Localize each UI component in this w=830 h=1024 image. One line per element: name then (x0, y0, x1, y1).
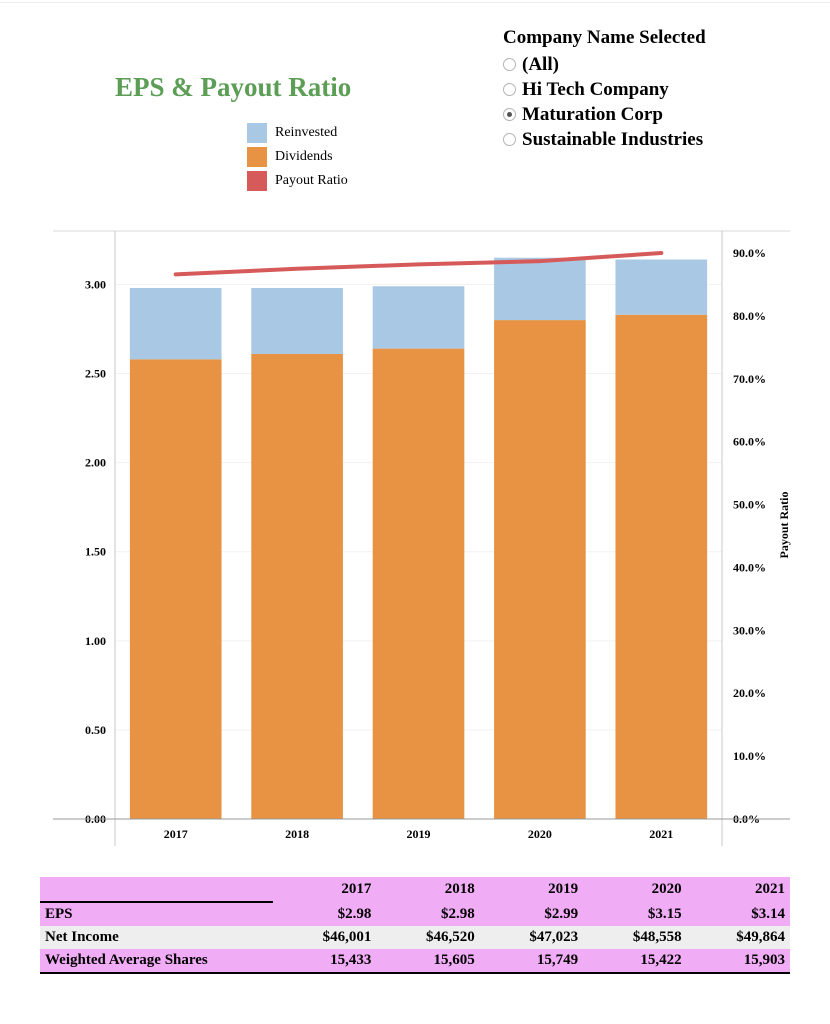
bar-dividends (615, 314, 708, 819)
x-tick-label: 2019 (407, 827, 431, 841)
filter-title: Company Name Selected (503, 27, 706, 48)
legend-swatch-dividends (247, 147, 267, 167)
summary-table: 2017 2018 2019 2020 2021 EPS $2.98 $2.98… (40, 877, 790, 974)
table-cell: $46,520 (426, 929, 475, 945)
bar-dividends (372, 348, 465, 819)
filter-option-hi-tech-company[interactable]: Hi Tech Company (503, 77, 706, 102)
y-tick-label: 1.50 (85, 545, 106, 559)
table-cell: $3.14 (751, 905, 785, 922)
x-tick-label: 2017 (164, 827, 188, 841)
bar-reinvested (494, 257, 586, 321)
table-row-net-income: Net Income $46,001 $46,520 $47,023 $48,5… (40, 926, 790, 949)
legend-label: Dividends (275, 149, 333, 164)
y2-tick-label: 40.0% (733, 560, 766, 574)
filter-option-label: Hi Tech Company (522, 78, 669, 100)
table-header-cell (40, 877, 273, 902)
chart-title: EPS & Payout Ratio (115, 72, 352, 102)
legend-label: Payout Ratio (275, 173, 348, 188)
top-divider (0, 2, 830, 3)
company-filter: Company Name Selected (All) Hi Tech Comp… (503, 26, 706, 152)
filter-option-label: Maturation Corp (522, 103, 663, 125)
table-header-cell: 2017 (341, 881, 372, 897)
table-header-cell: 2021 (755, 881, 785, 897)
y2-tick-label: 90.0% (733, 246, 766, 260)
eps-payout-chart: 0.000.501.001.502.002.503.000.0%10.0%20.… (53, 230, 791, 846)
filter-option-label: (All) (522, 53, 559, 75)
legend-item-reinvested[interactable]: Reinvested (247, 121, 348, 145)
table-cell: 15,903 (686, 949, 790, 974)
table-header-cell: 2018 (444, 881, 475, 897)
radio-button[interactable] (503, 83, 516, 96)
table-cell: $3.15 (647, 905, 682, 922)
bar-dividends (494, 320, 586, 819)
table-header-row: 2017 2018 2019 2020 2021 (40, 877, 790, 902)
table-row-label: Weighted Average Shares (40, 949, 273, 974)
legend: Reinvested Dividends Payout Ratio (247, 121, 348, 193)
filter-option-sustainable-industries[interactable]: Sustainable Industries (503, 127, 706, 152)
y-tick-label: 3.00 (85, 277, 106, 291)
table-header-cell: 2020 (651, 881, 682, 897)
table-cell: $46,001 (322, 929, 372, 945)
table-row-weighted-average-shares: Weighted Average Shares 15,433 15,605 15… (40, 949, 790, 974)
y-tick-label: 0.50 (85, 723, 106, 737)
legend-label: Reinvested (275, 125, 338, 140)
legend-swatch-reinvested (247, 123, 267, 143)
y2-tick-label: 70.0% (733, 372, 766, 386)
table-cell: 15,749 (479, 949, 584, 974)
table-cell: 15,605 (376, 949, 480, 974)
y2-tick-label: 60.0% (733, 435, 766, 449)
bar-reinvested (129, 288, 222, 360)
radio-button[interactable] (503, 133, 516, 146)
bar-dividends (129, 359, 222, 819)
x-tick-label: 2018 (285, 827, 309, 841)
y-tick-label: 1.00 (85, 634, 106, 648)
bar-reinvested (372, 286, 465, 349)
radio-button[interactable] (503, 108, 516, 121)
filter-option-label: Sustainable Industries (522, 128, 704, 150)
table-cell: $2.99 (544, 905, 579, 922)
x-tick-label: 2021 (649, 827, 673, 841)
y2-tick-label: 30.0% (733, 623, 766, 637)
table-cell: $47,023 (529, 929, 579, 945)
payout-ratio-line (173, 251, 664, 277)
bar-reinvested (251, 288, 343, 354)
filter-option-maturation-corp[interactable]: Maturation Corp (503, 102, 706, 127)
table-cell: $49,864 (736, 929, 785, 945)
bar-dividends (251, 353, 343, 819)
y2-tick-label: 10.0% (733, 749, 766, 763)
legend-swatch-payout-ratio (247, 171, 267, 191)
table-row-label: Net Income (45, 929, 119, 945)
filter-option-all[interactable]: (All) (503, 52, 706, 77)
table-cell: 15,422 (583, 949, 687, 974)
table-row-label: EPS (40, 901, 273, 926)
y2-tick-label: 80.0% (733, 309, 766, 323)
table-row-eps: EPS $2.98 $2.98 $2.99 $3.15 $3.14 (40, 901, 790, 926)
table-cell: 15,433 (273, 949, 377, 974)
x-tick-label: 2020 (528, 827, 552, 841)
radio-button[interactable] (503, 58, 516, 71)
bar-reinvested (615, 259, 708, 315)
legend-item-payout-ratio[interactable]: Payout Ratio (247, 169, 348, 193)
y2-tick-label: 50.0% (733, 498, 766, 512)
y2-tick-label: 20.0% (733, 686, 766, 700)
table-cell: $2.98 (441, 905, 475, 922)
table-cell: $48,558 (632, 929, 682, 945)
y-tick-label: 2.50 (85, 367, 106, 381)
table-cell: $2.98 (337, 905, 372, 922)
y-tick-label: 2.00 (85, 456, 106, 470)
legend-item-dividends[interactable]: Dividends (247, 145, 348, 169)
table-header-cell: 2019 (548, 881, 579, 897)
y2-axis-title: Payout Ratio (777, 492, 791, 559)
